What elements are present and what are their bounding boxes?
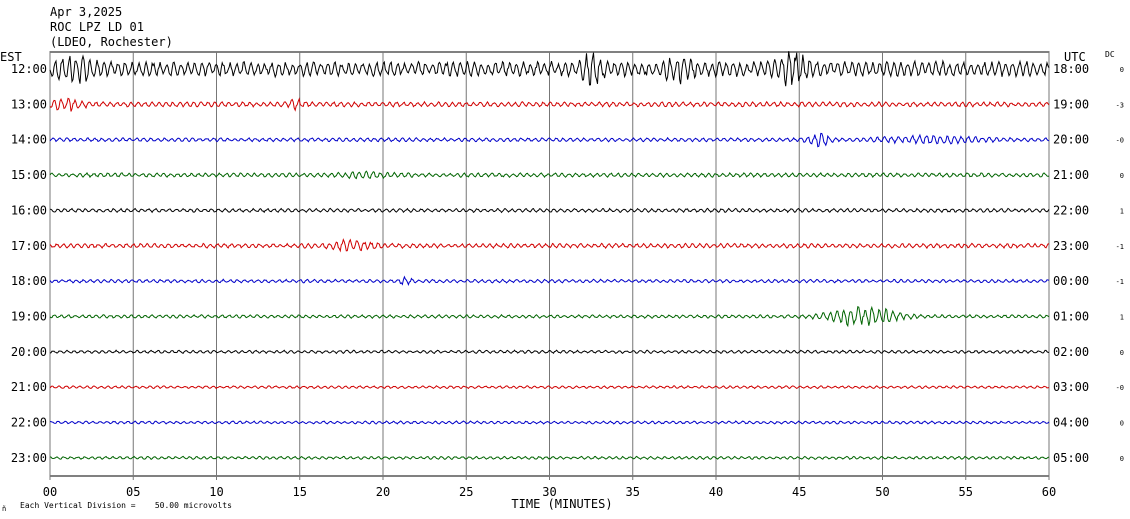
- x-tick-label: 45: [792, 485, 806, 499]
- utc-hour-label: 21:00: [1053, 168, 1089, 182]
- trace-row-1600: [49, 207, 1050, 214]
- est-hour-label: 21:00: [11, 380, 47, 394]
- station-label: ROC LPZ LD 01: [50, 20, 144, 34]
- est-hour-label: 15:00: [11, 168, 47, 182]
- x-tick-label: 00: [43, 485, 57, 499]
- x-axis-ticks: 00 05 10 15 20 25 30 35 40 45 50 55 60: [43, 485, 1056, 499]
- scale-note: Each Vertical Division = 50.00 microvolt…: [20, 501, 232, 510]
- trace-row-1800: [49, 275, 1050, 286]
- est-hour-label: 22:00: [11, 416, 47, 430]
- dc-offset-label: 1: [1120, 207, 1124, 215]
- hour-labels: 12:00 18:00 0 13:00 19:00 -3 14:00 20:00 -0 15:00…: [11, 62, 1124, 465]
- x-tick-label: 35: [626, 485, 640, 499]
- x-tick-label: 25: [459, 485, 473, 499]
- seismic-traces: [49, 51, 1050, 461]
- est-hour-label: 13:00: [11, 97, 47, 111]
- utc-hour-label: 00:00: [1053, 274, 1089, 288]
- utc-hour-label: 03:00: [1053, 380, 1089, 394]
- trace-row-1500: [49, 170, 1050, 180]
- trace-row-1400: [49, 132, 1050, 148]
- est-hour-label: 18:00: [11, 274, 47, 288]
- x-tick-label: 05: [126, 485, 140, 499]
- x-tick-label: 55: [959, 485, 973, 499]
- x-tick-label: 60: [1042, 485, 1056, 499]
- network-label: (LDEO, Rochester): [50, 35, 173, 49]
- trace-row-1200: [49, 51, 1050, 87]
- x-tick-label: 40: [709, 485, 723, 499]
- est-hour-label: 20:00: [11, 345, 47, 359]
- dc-header-label: DC: [1105, 50, 1115, 59]
- utc-hour-label: 02:00: [1053, 345, 1089, 359]
- x-axis-title: TIME (MINUTES): [511, 497, 612, 511]
- trace-row-1900: [49, 305, 1050, 328]
- x-tick-label: 50: [875, 485, 889, 499]
- trace-row-2100: [49, 385, 1050, 390]
- utc-hour-label: 22:00: [1053, 203, 1089, 217]
- est-hour-label: 19:00: [11, 309, 47, 323]
- est-hour-label: 14:00: [11, 133, 47, 147]
- x-tick-label: 20: [376, 485, 390, 499]
- dc-offset-label: -0: [1116, 137, 1124, 145]
- dc-offset-label: 0: [1120, 172, 1124, 180]
- est-hour-label: 17:00: [11, 239, 47, 253]
- est-zone-label: EST: [0, 50, 22, 64]
- utc-hour-label: 01:00: [1053, 309, 1089, 323]
- date-label: Apr 3,2025: [50, 5, 122, 19]
- trace-row-2000: [49, 349, 1049, 355]
- trace-row-1300: [49, 97, 1050, 112]
- utc-hour-label: 20:00: [1053, 133, 1089, 147]
- est-hour-label: 23:00: [11, 451, 47, 465]
- dc-offset-label: 0: [1120, 66, 1124, 74]
- dc-offset-label: 0: [1120, 420, 1124, 428]
- x-tick-label: 10: [209, 485, 223, 499]
- dc-offset-label: -3: [1116, 101, 1124, 109]
- dc-offset-label: -1: [1116, 243, 1124, 251]
- utc-hour-label: 05:00: [1053, 451, 1089, 465]
- x-tick-label: 30: [542, 485, 556, 499]
- dc-offset-label: -0: [1116, 384, 1124, 392]
- utc-zone-label: UTC: [1064, 50, 1086, 64]
- utc-hour-label: 04:00: [1053, 416, 1089, 430]
- vertical-gridlines: [49, 52, 1050, 480]
- utc-hour-label: 23:00: [1053, 239, 1089, 253]
- trace-row-1700: [49, 238, 1050, 253]
- trace-row-2300: [49, 455, 1050, 461]
- x-tick-label: 15: [293, 485, 307, 499]
- dc-offset-label: 0: [1120, 455, 1124, 463]
- dc-offset-label: -1: [1116, 278, 1124, 286]
- dc-offset-label: 0: [1120, 349, 1124, 357]
- corner-mark: ñ: [2, 505, 6, 513]
- utc-hour-label: 19:00: [1053, 97, 1089, 111]
- dc-offset-label: 1: [1120, 313, 1124, 321]
- est-hour-label: 12:00: [11, 62, 47, 76]
- trace-row-2200: [50, 420, 1050, 425]
- utc-hour-label: 18:00: [1053, 62, 1089, 76]
- est-hour-label: 16:00: [11, 203, 47, 217]
